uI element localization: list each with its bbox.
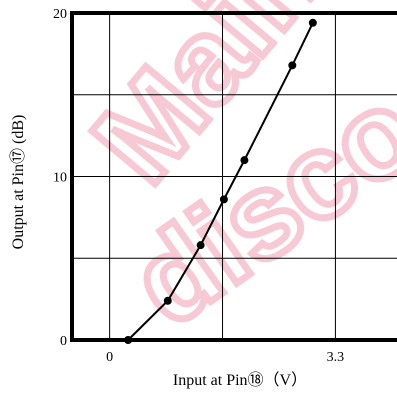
data-point (308, 18, 317, 27)
x-axis-label: Input at Pin⑱（V） (173, 371, 307, 389)
data-point (124, 336, 133, 344)
tick-labels: 0 3.3 0 10 20 (53, 7, 344, 365)
data-point (288, 61, 297, 70)
y-tick-label: 10 (53, 171, 67, 186)
grid (72, 13, 397, 340)
data-point (163, 296, 172, 305)
data-point (240, 156, 249, 165)
x-tick-label: 3.3 (327, 350, 345, 365)
data-point (196, 241, 205, 250)
x-tick-label: 0 (106, 350, 113, 365)
y-tick-label: 0 (60, 334, 67, 349)
y-axis-label: Output at Pin⑰ (dB) (9, 115, 27, 250)
series (124, 18, 317, 344)
y-tick-label: 20 (53, 7, 67, 22)
data-point (219, 195, 228, 204)
